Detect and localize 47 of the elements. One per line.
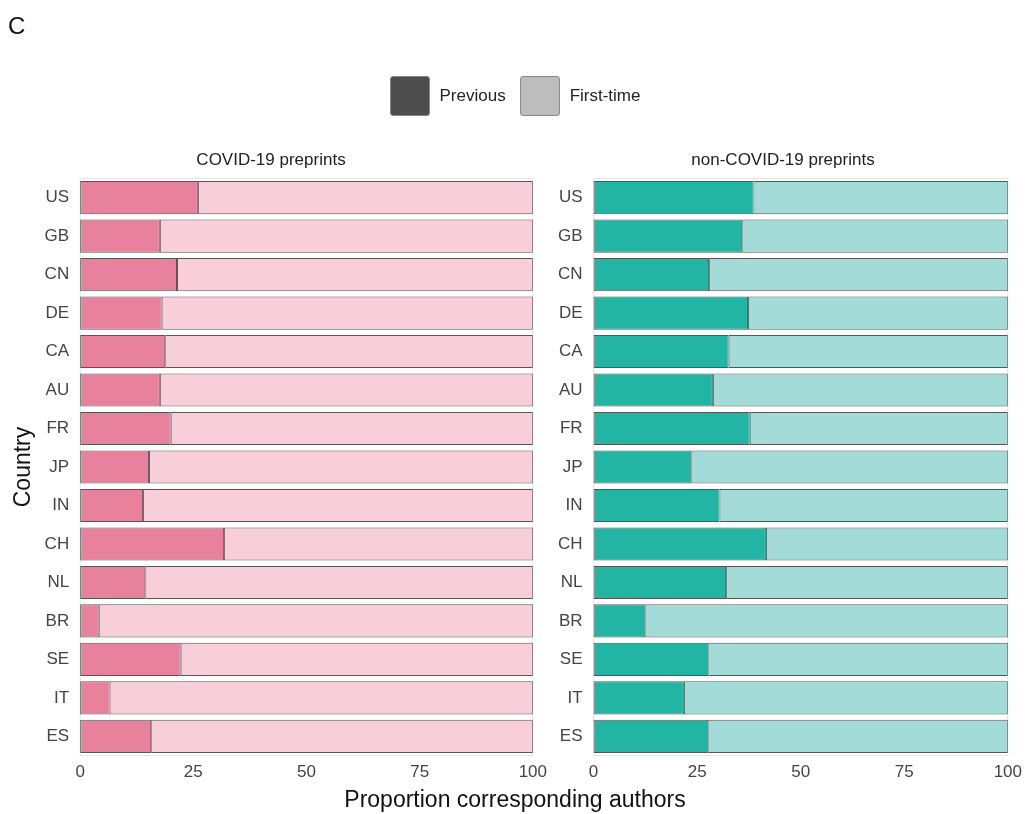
y-tick-label: CH — [44, 533, 70, 553]
x-tick-label: 25 — [687, 762, 707, 782]
y-tick-label: NL — [47, 572, 70, 592]
x-tick-label: 0 — [75, 762, 85, 782]
y-tick-label: JP — [562, 456, 583, 476]
y-tick-label: FR — [46, 418, 70, 438]
x-tick-label: 100 — [518, 762, 548, 782]
y-tick-label: CN — [44, 264, 70, 284]
y-axis-title: Country — [9, 426, 36, 508]
y-tick-label: CA — [45, 341, 70, 361]
y-tick-label: AU — [45, 379, 70, 399]
x-tick-label: 50 — [791, 762, 811, 782]
text: Previous — [439, 86, 506, 106]
y-tick-label: BR — [558, 610, 583, 630]
y-tick-label: CH — [558, 533, 583, 553]
x-tick-label: 75 — [894, 762, 914, 782]
y-tick-label: GB — [558, 225, 583, 245]
y-tick-label: ES — [559, 726, 583, 746]
y-tick-label: DE — [558, 302, 583, 322]
y-tick-label: IN — [52, 495, 70, 515]
chart-title: COVID-19 preprints — [196, 149, 346, 169]
y-tick-label: FR — [559, 418, 583, 438]
x-tick-label: 0 — [588, 762, 599, 782]
y-tick-label: JP — [49, 456, 70, 476]
text: C — [8, 12, 26, 40]
y-tick-label: NL — [560, 572, 583, 592]
y-tick-label: ES — [46, 726, 70, 746]
y-tick-label: US — [45, 187, 70, 207]
y-tick-label: US — [558, 187, 583, 207]
y-tick-label: SE — [46, 649, 70, 669]
y-tick-label: GB — [44, 225, 70, 245]
text: First-time — [569, 86, 641, 106]
y-tick-label: DE — [45, 302, 70, 322]
y-tick-label: AU — [558, 379, 583, 399]
chart-title: non-COVID-19 preprints — [691, 149, 875, 169]
y-tick-label: SE — [559, 649, 583, 669]
x-tick-label: 25 — [183, 762, 203, 782]
y-tick-label: BR — [45, 610, 70, 630]
y-tick-label: CA — [558, 341, 584, 361]
y-tick-label: IT — [567, 687, 583, 707]
x-axis-title: Proportion corresponding authors — [343, 786, 687, 813]
y-tick-label: IT — [54, 687, 70, 707]
y-tick-label: CN — [558, 264, 583, 284]
y-tick-label: IN — [565, 495, 583, 515]
x-tick-label: 50 — [297, 762, 316, 782]
x-tick-label: 100 — [993, 762, 1023, 782]
x-tick-label: 75 — [410, 762, 430, 782]
